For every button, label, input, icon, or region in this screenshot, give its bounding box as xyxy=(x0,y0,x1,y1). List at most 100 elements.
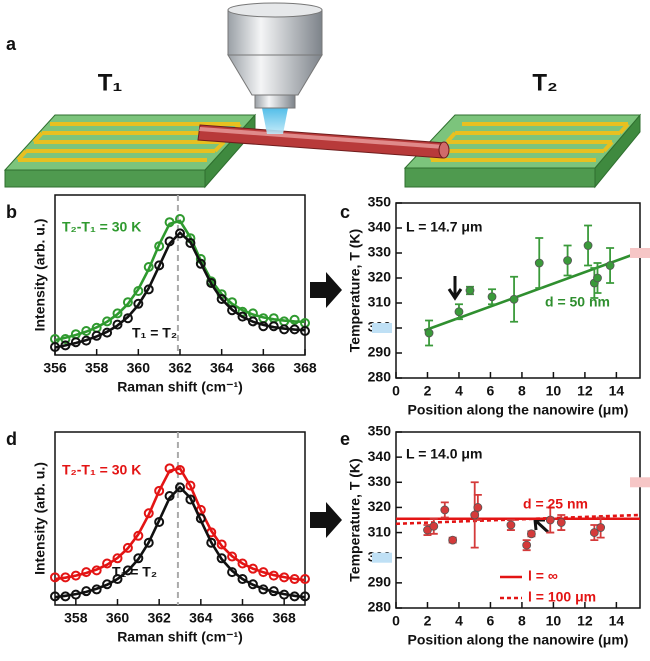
y-axis-label: Intensity (arb. u.) xyxy=(32,219,48,332)
data-point xyxy=(81,326,92,336)
data-point xyxy=(216,294,227,304)
fit-line xyxy=(395,513,641,526)
data-point xyxy=(60,572,71,583)
annotation: d = 50 nm xyxy=(545,294,610,310)
legend-label: l = 100 μm xyxy=(528,589,596,605)
x-tick-label: 4 xyxy=(455,613,463,629)
legend-label: l = ∞ xyxy=(528,568,558,584)
plot-frame xyxy=(54,431,306,606)
x-tick-label: 358 xyxy=(85,360,109,376)
data-point xyxy=(596,523,606,532)
nanowire-end xyxy=(438,141,450,159)
fit-line xyxy=(54,219,306,342)
data-point xyxy=(206,537,217,548)
data-point xyxy=(133,298,144,309)
data-point xyxy=(164,217,175,228)
data-point xyxy=(143,537,154,548)
data-point xyxy=(545,515,555,525)
annotation: T₁ = T₂ xyxy=(112,564,157,580)
data-point xyxy=(227,567,238,578)
right-label: T₂ xyxy=(532,69,557,96)
data-point xyxy=(289,574,300,585)
x-tick-label: 14 xyxy=(609,613,625,629)
x-tick-label: 356 xyxy=(43,360,67,376)
y-tick-label: 340 xyxy=(368,448,392,464)
data-point xyxy=(60,334,71,344)
data-point xyxy=(268,570,279,581)
data-point xyxy=(185,480,196,491)
x-tick-label: 14 xyxy=(609,383,625,399)
x-tick-label: 362 xyxy=(168,360,192,376)
data-point xyxy=(473,503,483,512)
data-point xyxy=(102,579,113,590)
data-point xyxy=(122,297,133,308)
data-point xyxy=(70,337,81,348)
data-point xyxy=(164,491,175,502)
data-point xyxy=(50,591,60,602)
board-side xyxy=(404,167,596,188)
y-tick-label: 340 xyxy=(368,219,392,235)
data-point xyxy=(81,567,92,578)
x-tick-label: 12 xyxy=(577,613,593,629)
data-point xyxy=(247,563,258,574)
annotation: L = 14.0 μm xyxy=(406,446,482,462)
y-axis-label: Temperature, T (K) xyxy=(347,229,363,352)
edge-mark xyxy=(630,477,650,488)
data-point xyxy=(454,307,464,317)
edge-mark xyxy=(372,323,392,333)
data-point xyxy=(237,558,248,569)
edge-mark xyxy=(372,552,392,563)
x-tick-label: 2 xyxy=(424,383,432,399)
data-point xyxy=(70,570,81,581)
data-point xyxy=(122,313,133,324)
data-point xyxy=(133,286,144,296)
y-tick-label: 330 xyxy=(368,473,392,489)
y-tick-label: 290 xyxy=(368,574,392,590)
data-point xyxy=(81,586,92,597)
data-point xyxy=(258,567,269,578)
x-tick-label: 10 xyxy=(546,383,562,399)
fit-line xyxy=(54,467,306,582)
x-tick-label: 366 xyxy=(231,610,255,626)
data-point xyxy=(605,261,615,270)
data-point xyxy=(534,258,544,268)
objective-tip xyxy=(254,94,296,109)
x-tick-label: 360 xyxy=(106,610,130,626)
data-point xyxy=(279,324,290,335)
y-tick-label: 310 xyxy=(368,523,392,539)
x-tick-label: 6 xyxy=(487,383,495,399)
panel-letter: b xyxy=(6,202,17,222)
data-point xyxy=(154,260,165,271)
data-point xyxy=(423,525,432,535)
data-point xyxy=(300,591,310,602)
data-point xyxy=(583,241,593,250)
panel-letter: a xyxy=(6,34,17,54)
data-point xyxy=(60,340,71,351)
objective-top xyxy=(227,2,323,18)
schematic: a T₁ T₂ xyxy=(3,2,642,189)
data-point xyxy=(102,316,113,327)
data-point xyxy=(593,273,602,283)
x-tick-label: 8 xyxy=(518,383,526,399)
data-point xyxy=(237,574,248,585)
y-tick-label: 280 xyxy=(368,599,392,615)
x-tick-label: 362 xyxy=(147,610,171,626)
arrow xyxy=(310,502,342,538)
data-point xyxy=(289,324,300,335)
data-point xyxy=(268,321,279,332)
data-point xyxy=(122,565,133,576)
data-point xyxy=(279,572,290,583)
data-point xyxy=(175,214,185,224)
y-tick-label: 350 xyxy=(368,194,392,210)
data-point xyxy=(112,308,123,319)
data-point xyxy=(279,589,290,600)
data-point xyxy=(424,328,434,338)
objective-taper xyxy=(227,54,323,96)
data-point xyxy=(258,584,269,595)
data-point xyxy=(102,327,113,338)
data-point xyxy=(522,540,532,550)
x-tick-label: 364 xyxy=(210,360,234,376)
data-point xyxy=(133,553,144,564)
x-tick-label: 8 xyxy=(518,613,526,629)
annotation: T₂-T₁ = 30 K xyxy=(62,219,141,235)
